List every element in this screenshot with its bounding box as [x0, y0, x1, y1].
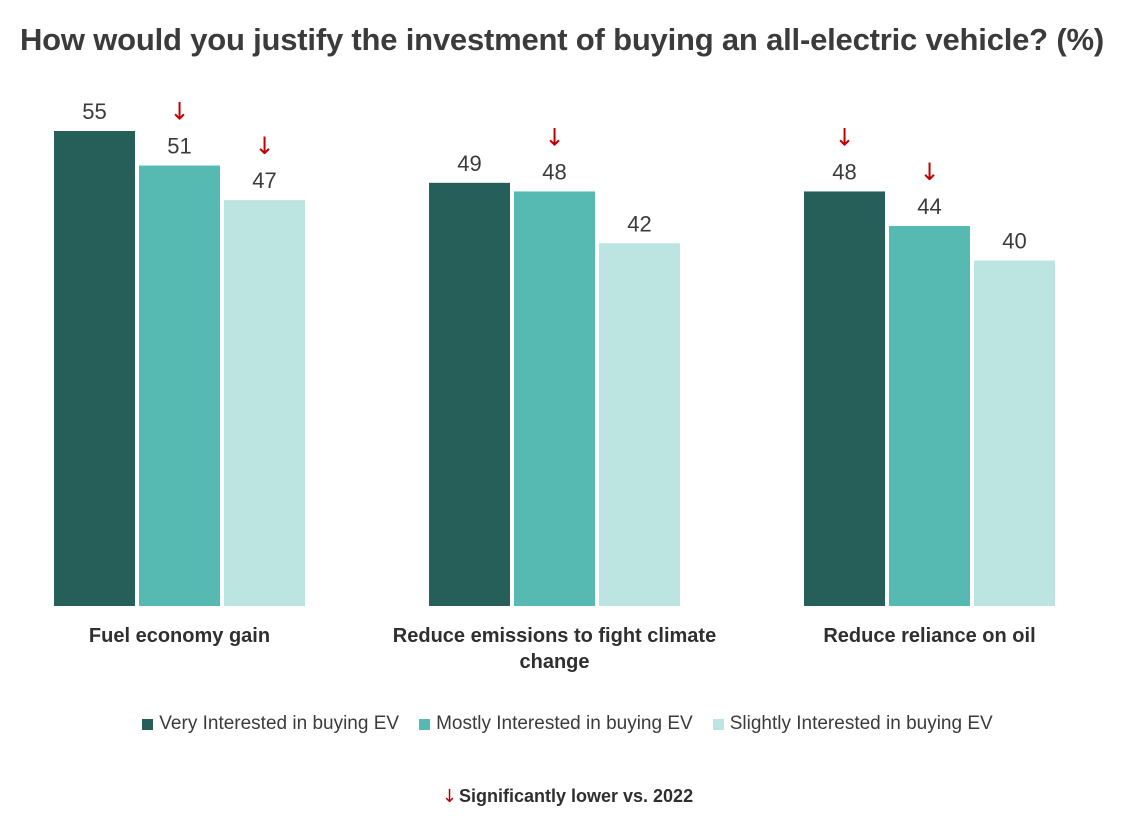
down-arrow-icon: ↓ — [834, 123, 854, 151]
footnote-text: Significantly lower vs. 2022 — [458, 786, 694, 806]
legend: Very Interested in buying EV Mostly Inte… — [0, 713, 1135, 735]
bar-reduce-emissions-to-fight-climate-change-very-interested-in-buying-ev — [429, 182, 510, 606]
legend-item-mostly-interested: Mostly Interested in buying EV — [419, 713, 693, 735]
down-arrow-icon: ↓ — [169, 98, 189, 126]
bar-fuel-economy-gain-very-interested-in-buying-ev — [54, 131, 135, 606]
bar-reduce-reliance-on-oil-very-interested-in-buying-ev — [804, 191, 885, 607]
legend-label-very-interested: Very Interested in buying EV — [159, 713, 400, 734]
data-label-fuel-economy-gain-slightly-interested-in-buying-ev: 47 — [252, 168, 276, 193]
down-arrow-icon: ↓ — [441, 786, 457, 807]
data-label-reduce-emissions-to-fight-climate-change-very-interested-in-buying-ev: 49 — [457, 151, 481, 176]
data-label-reduce-reliance-on-oil-mostly-interested-in-buying-ev: 44 — [917, 194, 941, 219]
legend-swatch-mostly-interested — [419, 718, 431, 730]
legend-swatch-slightly-interested — [712, 718, 724, 730]
legend-swatch-very-interested — [142, 718, 154, 730]
legend-label-mostly-interested: Mostly Interested in buying EV — [436, 713, 693, 734]
bar-reduce-reliance-on-oil-slightly-interested-in-buying-ev — [974, 260, 1055, 606]
data-label-reduce-emissions-to-fight-climate-change-mostly-interested-in-buying-ev: 48 — [542, 159, 566, 184]
data-label-fuel-economy-gain-very-interested-in-buying-ev: 55 — [82, 99, 106, 124]
data-label-reduce-emissions-to-fight-climate-change-slightly-interested-in-buying-ev: 42 — [627, 211, 651, 236]
footnote: ↓ Significantly lower vs. 2022 — [0, 786, 1135, 807]
down-arrow-icon: ↓ — [919, 158, 939, 186]
category-label-reduce-emissions-to-fight-climate-change: Reduce emissions to fight climate change — [393, 625, 716, 673]
chart-title: How would you justify the investment of … — [20, 22, 1104, 57]
down-arrow-icon: ↓ — [254, 132, 274, 160]
bar-reduce-reliance-on-oil-mostly-interested-in-buying-ev — [889, 226, 970, 606]
down-arrow-icon: ↓ — [544, 123, 564, 151]
bar-reduce-emissions-to-fight-climate-change-slightly-interested-in-buying-ev — [599, 243, 680, 607]
legend-item-very-interested: Very Interested in buying EV — [142, 713, 399, 735]
bar-fuel-economy-gain-mostly-interested-in-buying-ev — [139, 165, 220, 606]
bar-reduce-emissions-to-fight-climate-change-mostly-interested-in-buying-ev — [514, 191, 595, 607]
legend-label-slightly-interested: Slightly Interested in buying EV — [729, 713, 993, 734]
data-label-reduce-reliance-on-oil-very-interested-in-buying-ev: 48 — [832, 159, 856, 184]
data-label-fuel-economy-gain-mostly-interested-in-buying-ev: 51 — [167, 134, 191, 159]
category-label-fuel-economy-gain: Fuel economy gain — [89, 625, 270, 647]
category-label-reduce-reliance-on-oil: Reduce reliance on oil — [823, 625, 1035, 647]
bar-fuel-economy-gain-slightly-interested-in-buying-ev — [224, 200, 305, 606]
legend-item-slightly-interested: Slightly Interested in buying EV — [712, 713, 993, 735]
data-label-reduce-reliance-on-oil-slightly-interested-in-buying-ev: 40 — [1002, 229, 1026, 254]
bar-chart: 55 51 ↓ 47 ↓ Fuel economy gain 49 48 ↓ 42 Reduce e… — [54, 98, 1055, 673]
